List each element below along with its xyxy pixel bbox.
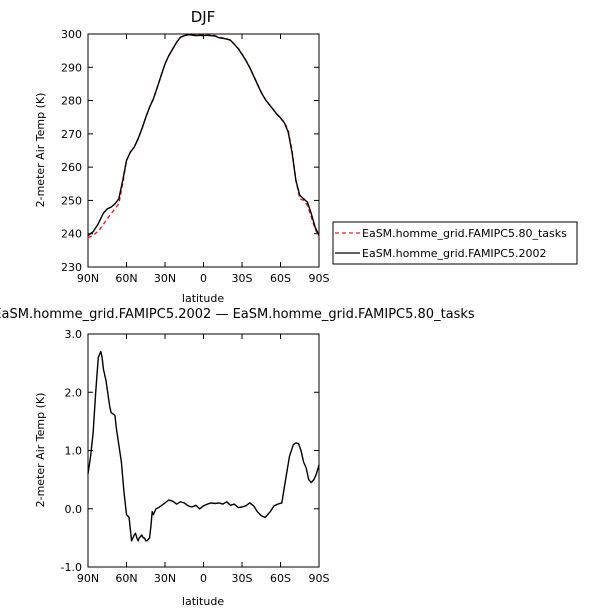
top-chart-ylabel: 2-meter Air Temp (K) (34, 93, 47, 208)
series-line-0-1 (87, 34, 320, 237)
y-tick-label: 280 (61, 95, 82, 108)
x-tick-label: 90S (309, 272, 330, 285)
y-tick-label: 3.0 (65, 328, 83, 341)
bottom-chart-xlabel: latitude (182, 595, 224, 608)
x-tick-label: 0 (200, 272, 207, 285)
legend-box (332, 221, 578, 265)
y-tick-label: 240 (61, 228, 82, 241)
bottom-chart-ylabel: 2-meter Air Temp (K) (34, 393, 47, 508)
x-tick-label: 60S (270, 572, 291, 585)
x-tick-label: 60N (115, 572, 137, 585)
legend-label-80-tasks: EaSM.homme_grid.FAMIPC5.80_tasks (362, 227, 567, 240)
y-tick-label: 270 (61, 128, 82, 141)
bottom-chart-title: EaSM.homme_grid.FAMIPC5.2002 — EaSM.homm… (0, 307, 475, 322)
y-tick-label: 300 (61, 28, 82, 41)
x-tick-label: 90N (77, 572, 99, 585)
bottom-chart: EaSM.homme_grid.FAMIPC5.2002 — EaSM.homm… (0, 307, 475, 608)
bottom-chart-x-axis: 90N 60N 30N 0 30S 60S 90S (77, 334, 330, 585)
x-tick-label: 30N (154, 272, 176, 285)
y-tick-label: -1.0 (61, 561, 82, 574)
series-line-1-0 (87, 350, 320, 542)
x-tick-label: 90N (77, 272, 99, 285)
series-line-0-0 (87, 34, 320, 239)
legend-label-2002: EaSM.homme_grid.FAMIPC5.2002 (362, 247, 546, 260)
x-tick-label: 60N (115, 272, 137, 285)
top-chart-x-axis: 90N 60N 30N 0 30S 60S 90S (77, 34, 330, 285)
y-tick-label: 0.0 (65, 503, 83, 516)
x-tick-label: 60S (270, 272, 291, 285)
y-tick-label: 2.0 (65, 386, 83, 399)
top-chart-y-axis: 230 240 250 260 270 280 290 300 (61, 28, 319, 274)
top-chart: DJF 230 240 250 260 270 280 290 300 90N 60N 30N 0 3… (34, 8, 330, 305)
top-chart-xlabel: latitude (182, 292, 224, 305)
y-tick-label: 1.0 (65, 445, 83, 458)
y-tick-label: 250 (61, 194, 82, 207)
top-chart-frame (87, 33, 320, 268)
x-tick-label: 30S (232, 572, 253, 585)
y-tick-label: 290 (61, 61, 82, 74)
x-tick-label: 30S (232, 272, 253, 285)
y-tick-label: 260 (61, 161, 82, 174)
y-tick-label: 230 (61, 261, 82, 274)
bottom-chart-y-axis: -1.0 0.0 1.0 2.0 3.0 (61, 328, 319, 574)
top-chart-title: DJF (191, 8, 216, 26)
x-tick-label: 90S (309, 572, 330, 585)
top-chart-series (87, 34, 320, 239)
x-tick-label: 0 (200, 572, 207, 585)
x-tick-label: 30N (154, 572, 176, 585)
legend: EaSM.homme_grid.FAMIPC5.80_tasks EaSM.ho… (332, 221, 578, 265)
bottom-chart-series (87, 350, 320, 542)
bottom-chart-frame (87, 333, 320, 568)
